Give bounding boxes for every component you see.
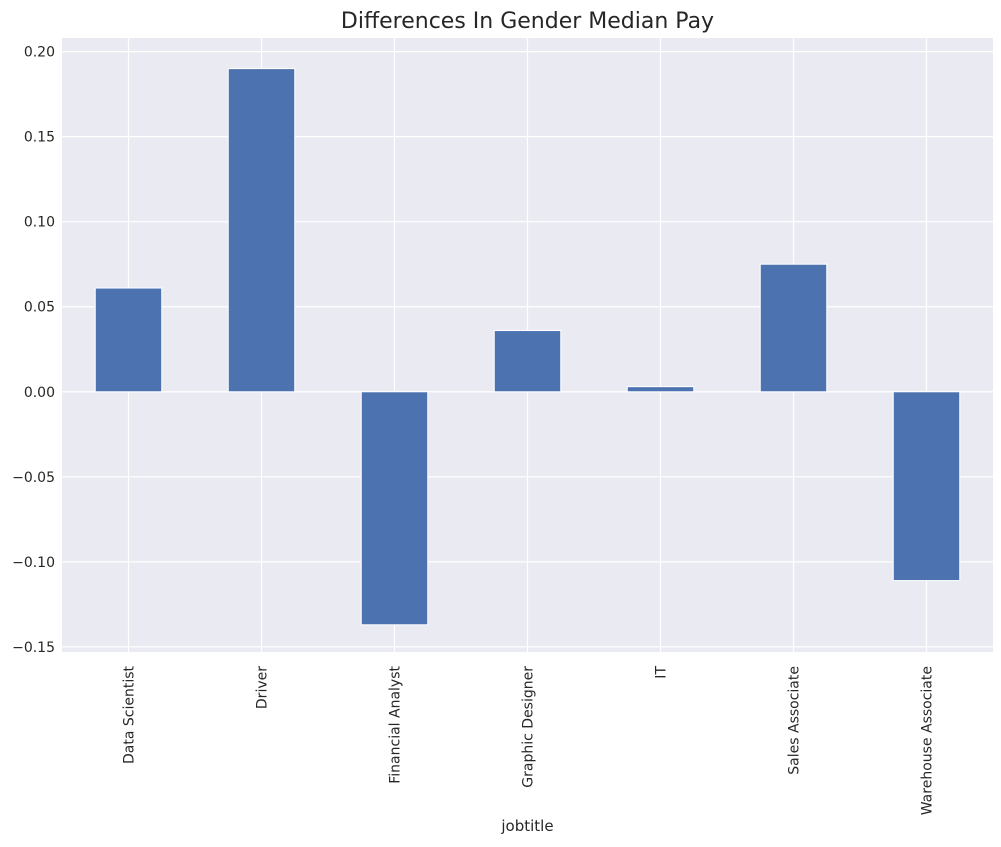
y-tick-label: 0.15 <box>24 130 55 146</box>
y-tick-label: 0.05 <box>24 300 55 316</box>
bar <box>94 287 163 393</box>
x-tick-label: Sales Associate <box>787 666 803 775</box>
x-tick-label: Driver <box>255 666 271 709</box>
y-tick-label: −0.10 <box>12 555 55 571</box>
x-tick-label: Warehouse Associate <box>920 666 936 815</box>
x-axis-label: jobtitle <box>500 817 553 835</box>
bar <box>892 391 961 582</box>
y-tick-label: 0.00 <box>24 385 55 401</box>
bar <box>493 330 562 393</box>
x-tick-label: IT <box>654 666 670 679</box>
bars <box>94 68 961 626</box>
y-tick-label: 0.10 <box>24 215 55 231</box>
bar <box>360 391 429 626</box>
bar <box>227 68 296 393</box>
bar <box>626 386 695 393</box>
x-axis-ticks: Data Scientist Driver Financial Analyst Gra… <box>122 665 936 815</box>
y-axis-ticks: −0.15 −0.10 −0.05 0.00 0.05 0.10 0.15 0.20 <box>12 45 55 656</box>
bar <box>759 263 828 393</box>
x-tick-label: Data Scientist <box>122 665 138 764</box>
x-tick-label: Graphic Designer <box>521 666 537 788</box>
chart-title: Differences In Gender Median Pay <box>341 9 714 34</box>
y-tick-label: −0.15 <box>12 640 55 656</box>
x-tick-label: Financial Analyst <box>388 665 404 783</box>
y-tick-label: 0.20 <box>24 45 55 61</box>
y-tick-label: −0.05 <box>12 470 55 486</box>
